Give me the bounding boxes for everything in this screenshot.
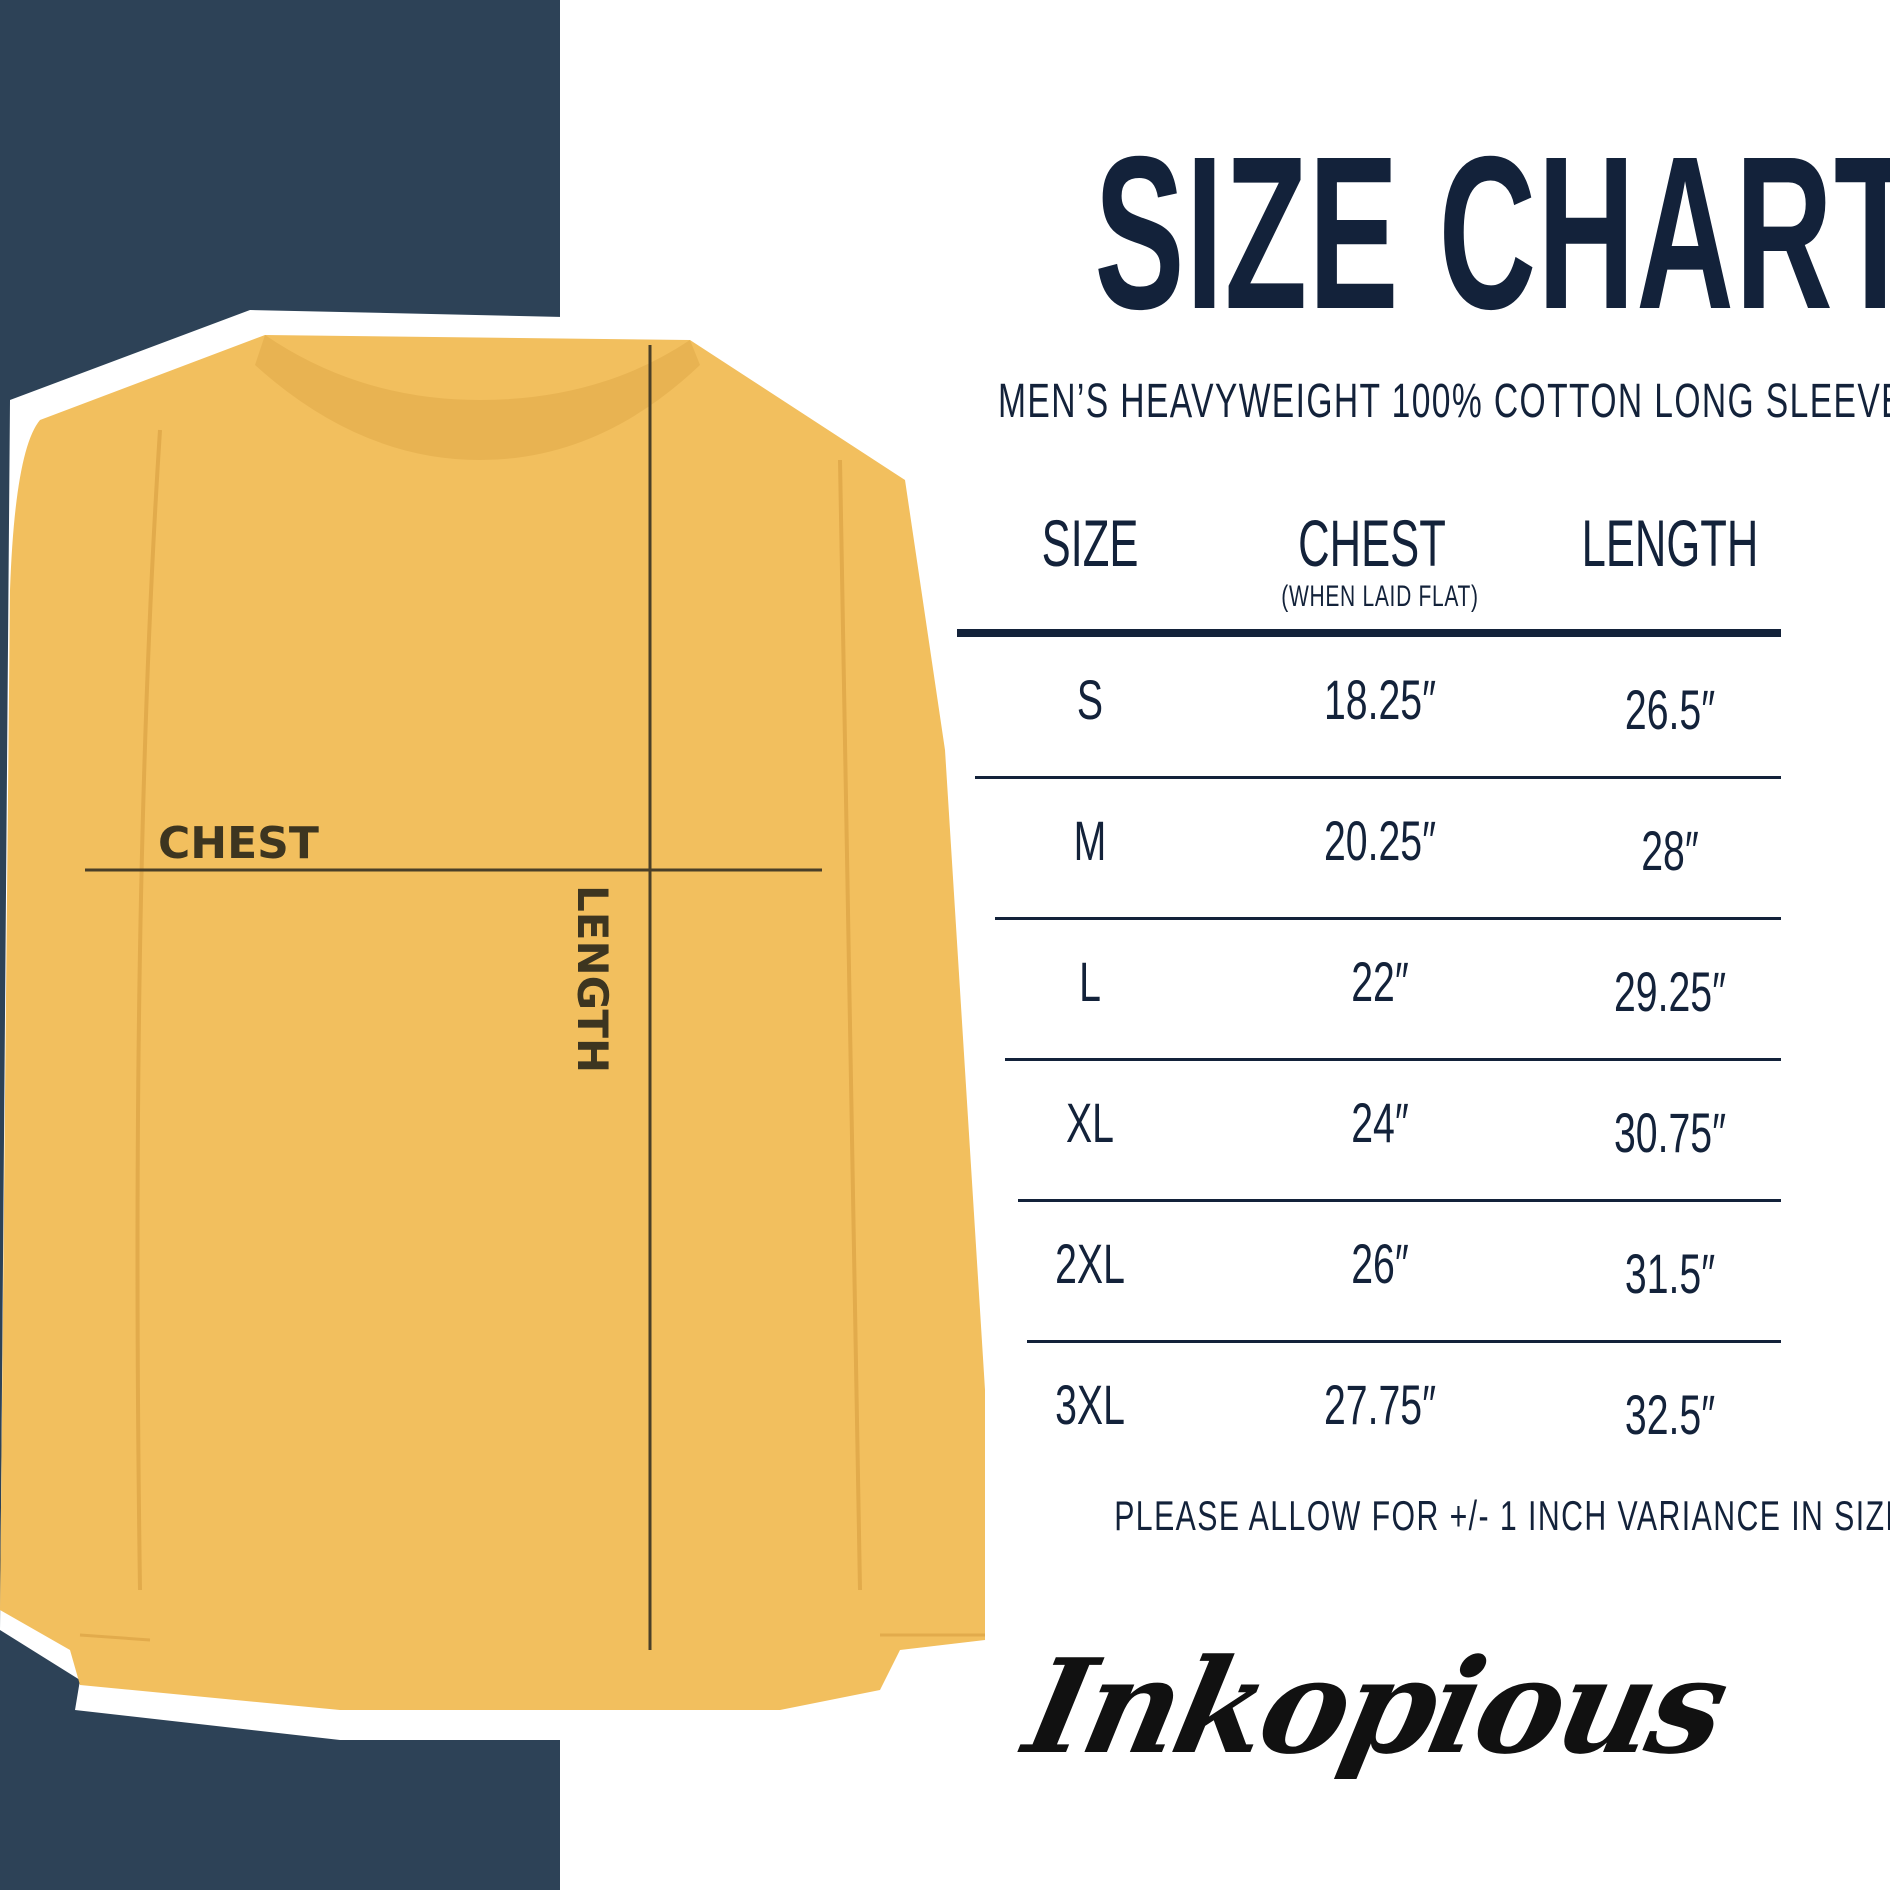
shirt-illustration: CHEST LENGTH <box>0 310 1005 1740</box>
row-divider <box>995 917 1781 920</box>
cell-length: 28″ <box>1641 819 1699 882</box>
header-length: LENGTH <box>1581 506 1759 580</box>
row-divider <box>975 776 1781 779</box>
length-label: LENGTH <box>568 885 617 1073</box>
chest-label: CHEST <box>158 818 319 869</box>
cell-chest: 24″ <box>1351 1091 1409 1154</box>
cell-size: M <box>1073 809 1107 872</box>
header-divider <box>957 629 1781 637</box>
product-subtitle: MEN’S HEAVYWEIGHT 100% COTTON LONG SLEEV… <box>998 375 1890 428</box>
cell-size: 2XL <box>1055 1232 1125 1295</box>
row-divider <box>1005 1058 1781 1061</box>
cell-length: 31.5″ <box>1624 1242 1716 1305</box>
header-chest-sub: (WHEN LAID FLAT) <box>1281 580 1479 613</box>
cell-chest: 22″ <box>1351 950 1409 1013</box>
cell-length: 32.5″ <box>1624 1383 1716 1446</box>
header-chest: CHEST <box>1298 506 1446 580</box>
cell-size: L <box>1079 950 1101 1013</box>
cell-chest: 20.25″ <box>1324 809 1436 872</box>
row-divider <box>1027 1340 1781 1343</box>
cell-length: 30.75″ <box>1614 1101 1726 1164</box>
cell-size: S <box>1076 668 1104 731</box>
cell-chest: 18.25″ <box>1324 668 1436 731</box>
cell-size: 3XL <box>1055 1373 1125 1436</box>
cell-length: 29.25″ <box>1614 960 1726 1023</box>
cell-size: XL <box>1066 1091 1114 1154</box>
page-title: SIZE CHART <box>1094 112 1890 355</box>
brand-logo-text: Inkopious <box>1013 1630 1738 1783</box>
cell-length: 26.5″ <box>1624 678 1716 741</box>
variance-note: PLEASE ALLOW FOR +/- 1 INCH VARIANCE IN … <box>1114 1492 1890 1539</box>
row-divider <box>1018 1199 1781 1202</box>
header-size: SIZE <box>1041 506 1139 580</box>
brand-logo: Inkopious <box>1014 1610 1737 1810</box>
cell-chest: 26″ <box>1351 1232 1409 1295</box>
cell-chest: 27.75″ <box>1324 1373 1436 1436</box>
